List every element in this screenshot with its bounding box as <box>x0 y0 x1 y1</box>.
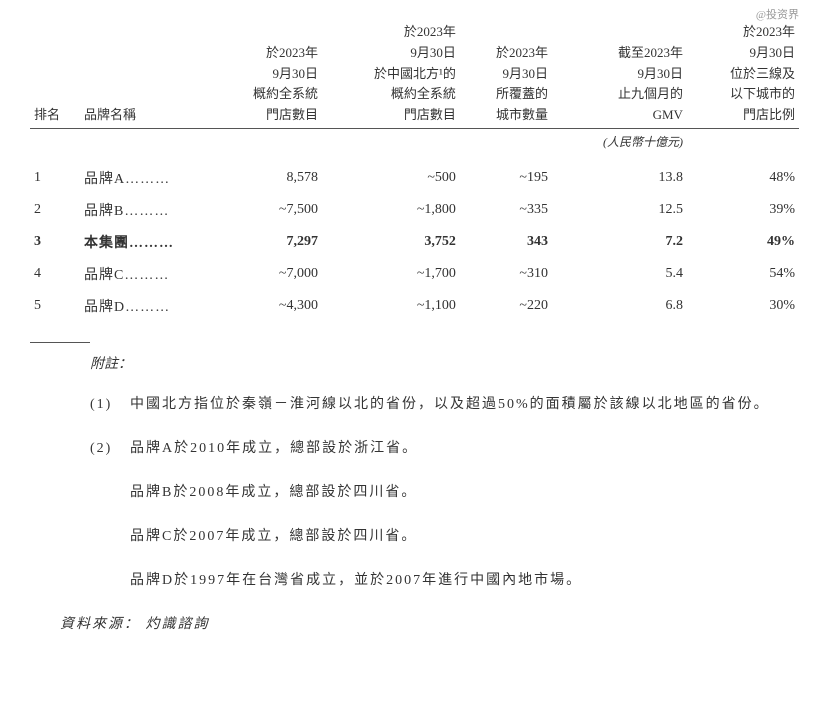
unit-row: (人民幣十億元) <box>30 128 799 162</box>
table-body: (人民幣十億元) 1品牌A………8,578~500~19513.848%2品牌B… <box>30 128 799 322</box>
cell-c1: 7,297 <box>210 226 322 258</box>
note-item: (1)中國北方指位於秦嶺－淮河線以北的省份，以及超過50%的面積屬於該線以北地區… <box>90 391 799 419</box>
cell-c4: 13.8 <box>552 162 687 194</box>
unit-label: (人民幣十億元) <box>552 128 687 162</box>
note-sub-item: 品牌B於2008年成立，總部設於四川省。 <box>130 479 799 507</box>
table-row: 5品牌D………~4,300~1,100~2206.830% <box>30 290 799 322</box>
cell-c4: 6.8 <box>552 290 687 322</box>
note-number: (2) <box>90 435 130 463</box>
table-header-row: 排名 品牌名稱 於2023年9月30日概約全系統門店數目 於2023年9月30日… <box>30 20 799 128</box>
cell-name: 品牌C……… <box>80 258 210 290</box>
note-number: (1) <box>90 391 130 419</box>
cell-c2: 3,752 <box>322 226 460 258</box>
cell-c5: 49% <box>687 226 799 258</box>
watermark-text: @投资界 <box>756 6 799 22</box>
cell-rank: 4 <box>30 258 80 290</box>
notes-area: (1)中國北方指位於秦嶺－淮河線以北的省份，以及超過50%的面積屬於該線以北地區… <box>30 391 799 595</box>
cell-c5: 48% <box>687 162 799 194</box>
cell-c1: ~7,500 <box>210 194 322 226</box>
cell-c3: ~310 <box>460 258 552 290</box>
cell-c3: ~195 <box>460 162 552 194</box>
cell-rank: 2 <box>30 194 80 226</box>
note-sub-item: 品牌C於2007年成立，總部設於四川省。 <box>130 523 799 551</box>
note-item: (2)品牌A於2010年成立，總部設於浙江省。 <box>90 435 799 463</box>
table-row: 4品牌C………~7,000~1,700~3105.454% <box>30 258 799 290</box>
cell-name: 本集團……… <box>80 226 210 258</box>
cell-name: 品牌A……… <box>80 162 210 194</box>
header-brand: 品牌名稱 <box>80 20 210 128</box>
brand-table: 排名 品牌名稱 於2023年9月30日概約全系統門店數目 於2023年9月30日… <box>30 20 799 322</box>
header-col5: 於2023年9月30日位於三線及以下城市的門店比例 <box>687 20 799 128</box>
cell-c4: 7.2 <box>552 226 687 258</box>
cell-c5: 39% <box>687 194 799 226</box>
divider-line <box>30 342 90 343</box>
note-text: 中國北方指位於秦嶺－淮河線以北的省份，以及超過50%的面積屬於該線以北地區的省份… <box>130 391 799 419</box>
source-text: 資料來源： 灼識諮詢 <box>60 613 799 633</box>
header-col1: 於2023年9月30日概約全系統門店數目 <box>210 20 322 128</box>
cell-c3: 343 <box>460 226 552 258</box>
cell-c1: 8,578 <box>210 162 322 194</box>
notes-title: 附註： <box>90 353 799 373</box>
header-col4: 截至2023年9月30日止九個月的GMV <box>552 20 687 128</box>
cell-c3: ~220 <box>460 290 552 322</box>
cell-c4: 5.4 <box>552 258 687 290</box>
note-sub-item: 品牌D於1997年在台灣省成立，並於2007年進行中國內地市場。 <box>130 567 799 595</box>
cell-c1: ~7,000 <box>210 258 322 290</box>
header-rank: 排名 <box>30 20 80 128</box>
header-col3: 於2023年9月30日所覆蓋的城市數量 <box>460 20 552 128</box>
header-col2: 於2023年9月30日於中國北方¹的概約全系統門店數目 <box>322 20 460 128</box>
cell-name: 品牌D……… <box>80 290 210 322</box>
cell-c3: ~335 <box>460 194 552 226</box>
table-row: 2品牌B………~7,500~1,800~33512.539% <box>30 194 799 226</box>
cell-c5: 54% <box>687 258 799 290</box>
cell-c1: ~4,300 <box>210 290 322 322</box>
cell-c2: ~1,700 <box>322 258 460 290</box>
cell-name: 品牌B……… <box>80 194 210 226</box>
cell-rank: 3 <box>30 226 80 258</box>
cell-c2: ~1,100 <box>322 290 460 322</box>
note-text: 品牌A於2010年成立，總部設於浙江省。 <box>130 435 799 463</box>
table-row: 1品牌A………8,578~500~19513.848% <box>30 162 799 194</box>
cell-c2: ~1,800 <box>322 194 460 226</box>
cell-c5: 30% <box>687 290 799 322</box>
cell-c2: ~500 <box>322 162 460 194</box>
cell-rank: 5 <box>30 290 80 322</box>
cell-rank: 1 <box>30 162 80 194</box>
table-row: 3本集團………7,2973,7523437.249% <box>30 226 799 258</box>
cell-c4: 12.5 <box>552 194 687 226</box>
